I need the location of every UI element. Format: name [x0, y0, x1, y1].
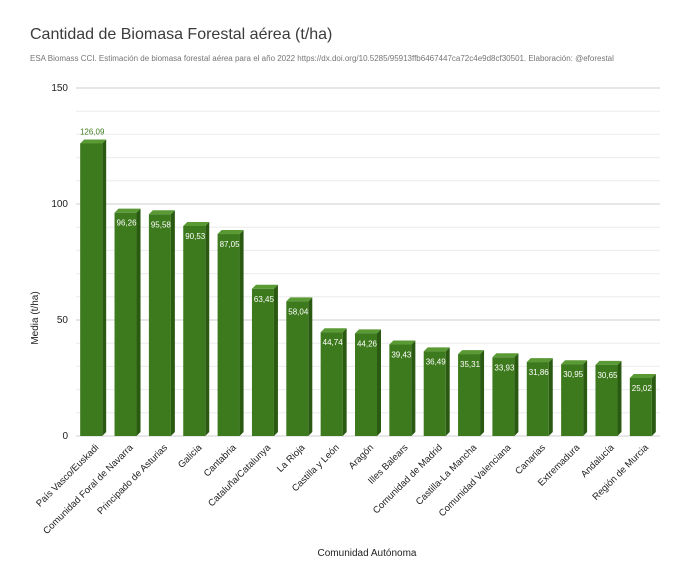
- bar: [458, 350, 485, 436]
- bar: [183, 221, 210, 436]
- y-tick-label: 100: [51, 199, 68, 210]
- x-axis-title: Comunidad Autónoma: [318, 548, 417, 559]
- data-label: 90,53: [185, 232, 206, 241]
- bar: [148, 210, 175, 436]
- data-label: 31,86: [529, 368, 550, 377]
- data-label: 87,05: [220, 240, 241, 249]
- x-tick-label: Cataluña/Catalunya: [206, 442, 273, 509]
- x-tick-label: Galicia: [176, 442, 205, 471]
- y-axis-title: Media (t/ha): [30, 291, 41, 344]
- data-label: 25,02: [632, 384, 653, 393]
- x-tick-label: País Vasco/Euskadi: [34, 442, 101, 509]
- data-label: 96,26: [117, 219, 138, 228]
- y-tick-label: 50: [57, 315, 69, 326]
- bar: [595, 360, 622, 436]
- bars: [80, 139, 656, 437]
- bar: [423, 347, 450, 436]
- data-label: 63,45: [254, 295, 275, 304]
- data-label: 33,93: [494, 363, 515, 372]
- y-tick-label: 0: [62, 431, 68, 442]
- chart-title: Cantidad de Biomasa Forestal aérea (t/ha…: [30, 26, 333, 43]
- bar: [389, 340, 416, 436]
- bar: [561, 360, 588, 436]
- bar: [629, 373, 656, 436]
- y-axis-ticks: 0 50 100 150: [51, 83, 68, 442]
- x-tick-label: Principado de Asturias: [95, 442, 170, 517]
- bar: [217, 230, 244, 436]
- bar: [251, 284, 278, 436]
- bar: [526, 358, 553, 436]
- x-tick-label: La Rioja: [275, 442, 308, 475]
- data-label: 95,58: [151, 220, 172, 229]
- data-label: 30,95: [563, 370, 584, 379]
- bar: [355, 329, 381, 436]
- data-label: 30,65: [597, 371, 618, 380]
- data-label: 58,04: [288, 307, 309, 316]
- chart-subtitle: ESA Biomass CCI. Estimación de biomasa f…: [30, 54, 614, 63]
- x-tick-label: Aragón: [347, 442, 376, 471]
- bar: [492, 353, 519, 436]
- data-label: 39,43: [391, 351, 412, 360]
- bar: [114, 208, 141, 436]
- bar: [320, 328, 347, 436]
- x-tick-label: Castilla-La Mancha: [414, 442, 480, 508]
- data-label: 44,74: [323, 338, 344, 347]
- data-label: 126,09: [80, 127, 105, 136]
- data-label: 44,26: [357, 339, 378, 348]
- bar: [286, 297, 313, 436]
- data-label: 35,31: [460, 360, 481, 369]
- x-tick-label: Canarias: [513, 442, 548, 477]
- data-label: 36,49: [426, 357, 447, 366]
- data-labels: 126,09 96,26 95,58 90,53 87,05 63,45 58,04 44,7…: [80, 127, 652, 392]
- bar: [80, 139, 107, 437]
- y-tick-label: 150: [51, 83, 68, 94]
